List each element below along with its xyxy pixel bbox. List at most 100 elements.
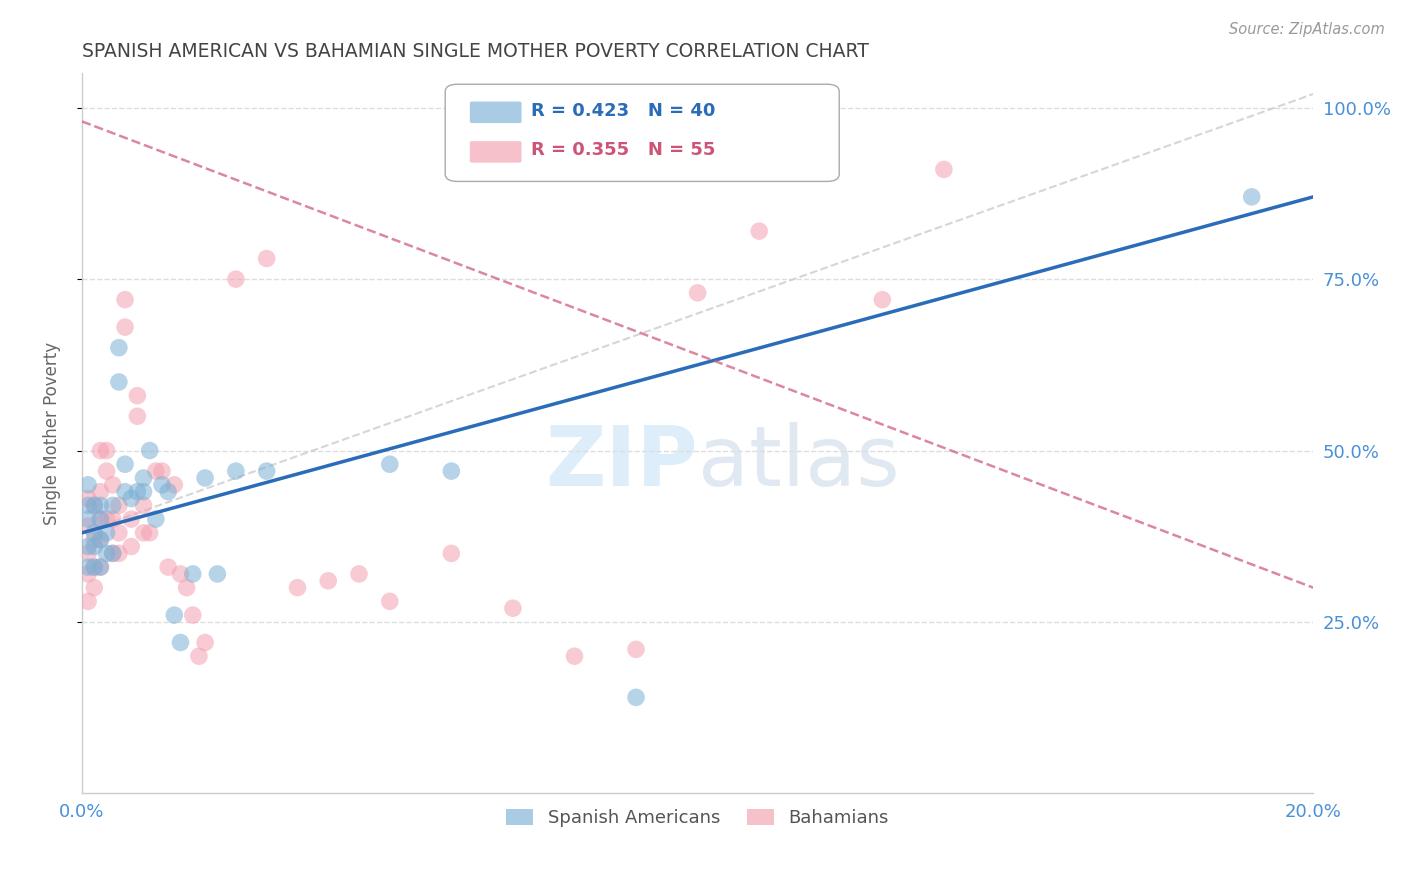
Point	[96, 525, 118, 540]
Point	[83, 525, 105, 540]
Point	[83, 581, 105, 595]
Point	[83, 499, 105, 513]
Point	[225, 272, 247, 286]
Point	[686, 285, 709, 300]
Point	[83, 560, 105, 574]
Y-axis label: Single Mother Poverty: Single Mother Poverty	[44, 342, 60, 525]
Point	[127, 409, 149, 424]
FancyBboxPatch shape	[446, 84, 839, 181]
Point	[502, 601, 524, 615]
Point	[77, 491, 100, 506]
Point	[96, 464, 118, 478]
Point	[127, 484, 149, 499]
Point	[256, 252, 278, 266]
Point	[120, 540, 142, 554]
Point	[96, 512, 118, 526]
Point	[108, 341, 131, 355]
Point	[176, 581, 198, 595]
Point	[89, 443, 111, 458]
Point	[163, 608, 186, 623]
Text: R = 0.423   N = 40: R = 0.423 N = 40	[531, 102, 716, 120]
Text: Source: ZipAtlas.com: Source: ZipAtlas.com	[1229, 22, 1385, 37]
Point	[120, 491, 142, 506]
Point	[77, 478, 100, 492]
Point	[77, 519, 100, 533]
Point	[187, 649, 209, 664]
Point	[89, 512, 111, 526]
Point	[1240, 190, 1263, 204]
Point	[89, 484, 111, 499]
Point	[194, 635, 217, 649]
Point	[108, 375, 131, 389]
Point	[89, 533, 111, 547]
Point	[114, 484, 136, 499]
Point	[225, 464, 247, 478]
Point	[120, 512, 142, 526]
Point	[624, 690, 647, 705]
Point	[101, 512, 124, 526]
Point	[114, 293, 136, 307]
Point	[101, 478, 124, 492]
Point	[77, 546, 100, 560]
Point	[194, 471, 217, 485]
Point	[287, 581, 309, 595]
Point	[77, 512, 100, 526]
Point	[77, 560, 100, 574]
Point	[114, 457, 136, 471]
Point	[96, 443, 118, 458]
Point	[83, 499, 105, 513]
FancyBboxPatch shape	[470, 102, 522, 123]
Point	[256, 464, 278, 478]
Point	[564, 649, 586, 664]
Point	[157, 484, 180, 499]
Text: atlas: atlas	[697, 422, 900, 503]
FancyBboxPatch shape	[470, 141, 522, 162]
Point	[77, 499, 100, 513]
Point	[132, 484, 155, 499]
Point	[77, 540, 100, 554]
Point	[83, 540, 105, 554]
Point	[932, 162, 955, 177]
Point	[132, 525, 155, 540]
Point	[101, 546, 124, 560]
Point	[378, 457, 401, 471]
Point	[181, 566, 204, 581]
Point	[83, 560, 105, 574]
Point	[440, 464, 463, 478]
Point	[132, 499, 155, 513]
Text: SPANISH AMERICAN VS BAHAMIAN SINGLE MOTHER POVERTY CORRELATION CHART: SPANISH AMERICAN VS BAHAMIAN SINGLE MOTH…	[82, 42, 869, 61]
Point	[872, 293, 894, 307]
Point	[145, 464, 167, 478]
Point	[145, 512, 167, 526]
Point	[101, 546, 124, 560]
Point	[83, 533, 105, 547]
Point	[748, 224, 770, 238]
Point	[114, 320, 136, 334]
Point	[89, 560, 111, 574]
Point	[89, 512, 111, 526]
Point	[157, 560, 180, 574]
Point	[624, 642, 647, 657]
Point	[77, 594, 100, 608]
Text: ZIP: ZIP	[546, 422, 697, 503]
Point	[108, 525, 131, 540]
Point	[169, 635, 191, 649]
Point	[440, 546, 463, 560]
Point	[163, 478, 186, 492]
Point	[207, 566, 229, 581]
Point	[127, 389, 149, 403]
Point	[89, 499, 111, 513]
Text: R = 0.355   N = 55: R = 0.355 N = 55	[531, 142, 716, 160]
Point	[132, 471, 155, 485]
Point	[378, 594, 401, 608]
Point	[77, 566, 100, 581]
Point	[347, 566, 370, 581]
Legend: Spanish Americans, Bahamians: Spanish Americans, Bahamians	[499, 802, 896, 835]
Point	[150, 478, 173, 492]
Point	[150, 464, 173, 478]
Point	[181, 608, 204, 623]
Point	[96, 546, 118, 560]
Point	[108, 499, 131, 513]
Point	[316, 574, 339, 588]
Point	[169, 566, 191, 581]
